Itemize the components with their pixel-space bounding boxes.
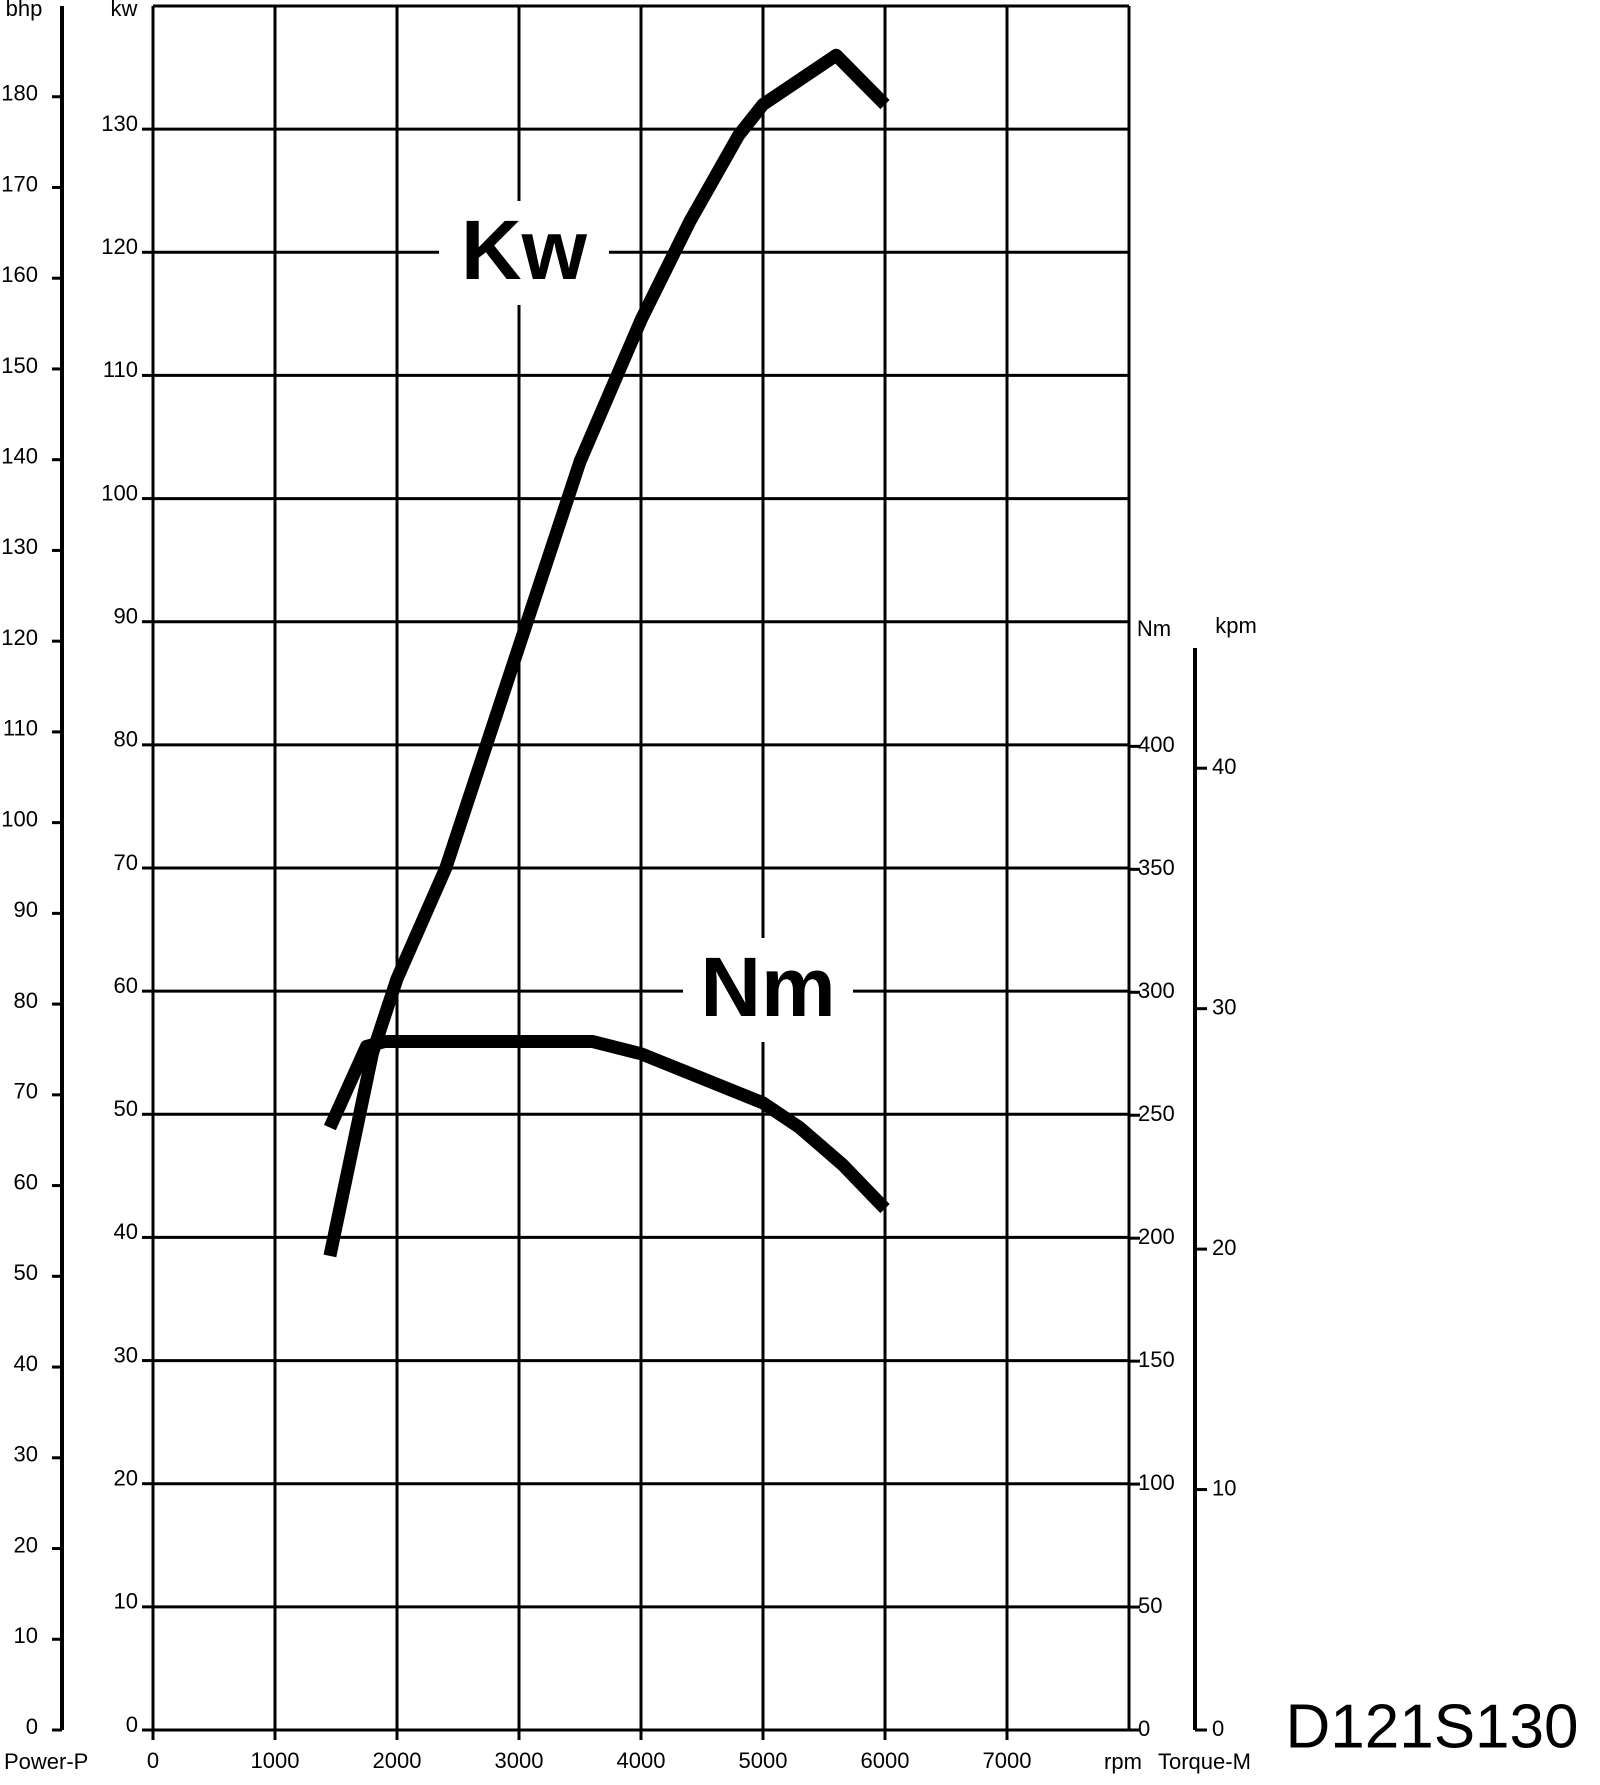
- annotation-backdrop: [683, 938, 853, 1042]
- power-title: Power-P: [4, 1749, 88, 1774]
- bhp-tick-label: 140: [1, 443, 38, 468]
- y2-tick-label: 250: [1138, 1101, 1175, 1126]
- kpm-axis-label: kpm: [1215, 613, 1257, 638]
- bhp-tick-label: 160: [1, 262, 38, 287]
- x-axis-label: rpm: [1104, 1749, 1142, 1774]
- curve: [323, 1034, 890, 1214]
- kpm-tick-label: 10: [1212, 1475, 1236, 1500]
- y-tick-label: 120: [101, 234, 138, 259]
- bhp-tick-label: 10: [14, 1623, 38, 1648]
- bhp-tick-label: 110: [3, 716, 38, 741]
- bhp-tick-label: 0: [26, 1714, 38, 1739]
- bhp-tick-label: 170: [1, 171, 38, 196]
- x-tick-label: 4000: [617, 1748, 666, 1773]
- bhp-tick-label: 180: [1, 81, 38, 106]
- y-tick-label: 110: [103, 357, 138, 382]
- bhp-tick-label: 150: [1, 353, 38, 378]
- x-tick-label: 6000: [861, 1748, 910, 1773]
- y-tick-label: 70: [114, 850, 138, 875]
- x-tick-label: 0: [147, 1748, 159, 1773]
- y2-tick-label: 400: [1138, 732, 1175, 757]
- curve-annotation: Kw: [461, 203, 588, 297]
- bhp-axis-label: bhp: [6, 0, 43, 21]
- y-tick-label: 10: [114, 1589, 138, 1614]
- bhp-tick-label: 20: [14, 1532, 38, 1557]
- y-tick-label: 130: [101, 111, 138, 136]
- curve-annotation: Nm: [700, 940, 835, 1034]
- x-tick-label: 5000: [739, 1748, 788, 1773]
- bhp-tick-label: 70: [14, 1079, 38, 1104]
- y-tick-label: 100: [101, 480, 138, 505]
- curve: [323, 48, 890, 1258]
- kpm-tick-label: 40: [1212, 754, 1236, 779]
- y-tick-label: 30: [114, 1342, 138, 1367]
- y2-tick-label: 100: [1138, 1470, 1175, 1495]
- model-name: D121S130: [1285, 1692, 1578, 1761]
- x-tick-label: 3000: [495, 1748, 544, 1773]
- bhp-tick-label: 100: [1, 806, 38, 831]
- kw-axis-label: kw: [111, 0, 138, 21]
- torque-title: Torque-M: [1158, 1749, 1251, 1774]
- y2-tick-label: 200: [1138, 1224, 1175, 1249]
- kpm-tick-label: 0: [1212, 1716, 1224, 1741]
- y2-tick-label: 150: [1138, 1347, 1175, 1372]
- y-tick-label: 40: [114, 1219, 138, 1244]
- nm-axis-label: Nm: [1137, 616, 1171, 641]
- bhp-tick-label: 40: [14, 1351, 38, 1376]
- bhp-tick-label: 120: [1, 625, 38, 650]
- kpm-tick-label: 20: [1212, 1235, 1236, 1260]
- bhp-tick-label: 130: [1, 534, 38, 559]
- kpm-tick-label: 30: [1212, 994, 1236, 1019]
- y2-tick-label: 300: [1138, 978, 1175, 1003]
- y2-tick-label: 0: [1138, 1716, 1150, 1741]
- y-tick-label: 0: [126, 1712, 138, 1737]
- y-tick-label: 90: [114, 604, 138, 629]
- y-tick-label: 80: [114, 727, 138, 752]
- bhp-tick-label: 90: [14, 897, 38, 922]
- x-tick-label: 7000: [983, 1748, 1032, 1773]
- y2-tick-label: 350: [1138, 855, 1175, 880]
- y-tick-label: 20: [114, 1466, 138, 1491]
- y-tick-label: 50: [114, 1096, 138, 1121]
- bhp-tick-label: 80: [14, 988, 38, 1013]
- annotation-backdrop: [439, 201, 609, 305]
- y-tick-label: 60: [114, 973, 138, 998]
- bhp-tick-label: 30: [14, 1442, 38, 1467]
- y2-tick-label: 50: [1138, 1593, 1162, 1618]
- bhp-tick-label: 60: [14, 1169, 38, 1194]
- x-tick-label: 1000: [251, 1748, 300, 1773]
- bhp-tick-label: 50: [14, 1260, 38, 1285]
- x-tick-label: 2000: [373, 1748, 422, 1773]
